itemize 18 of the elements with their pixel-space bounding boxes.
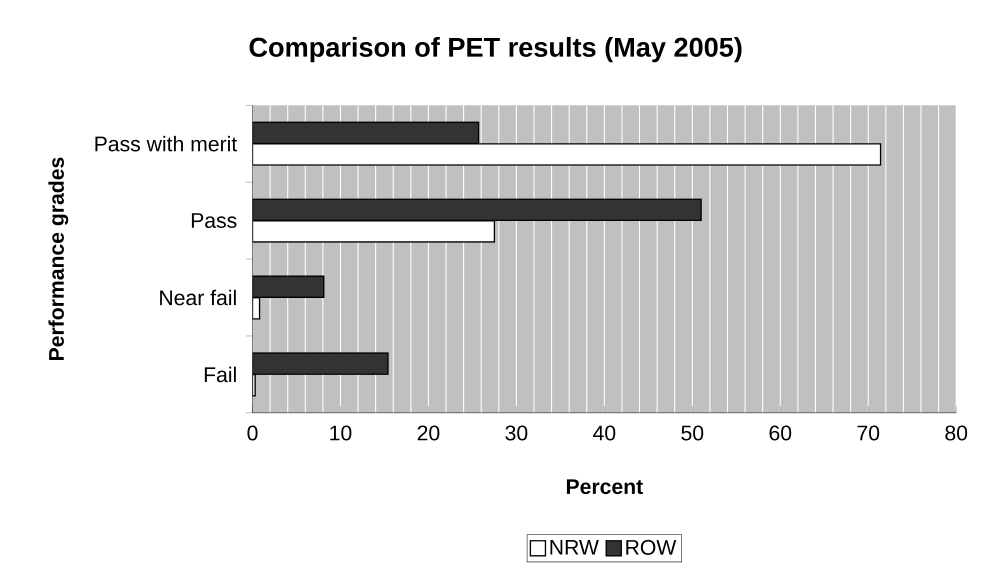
x-tick-label: 30: [505, 426, 528, 441]
x-tick-label: 60: [770, 426, 792, 441]
x-tick-label: 80: [945, 426, 968, 441]
x-tick-label: 20: [418, 426, 440, 441]
y-tick-label: Pass: [192, 213, 236, 228]
y-axis-title: Performance grades: [48, 158, 68, 360]
legend-label: ROW: [626, 540, 676, 556]
x-tick-label: 40: [593, 426, 616, 441]
x-tick-label: 70: [858, 426, 880, 441]
x-axis-title: Percent: [566, 479, 643, 494]
x-tick-label: 50: [681, 426, 704, 441]
x-tick-label: 0: [247, 426, 258, 441]
y-tick-label: Fail: [204, 366, 236, 382]
y-tick-label: Pass with merit: [95, 136, 238, 152]
legend-label: NRW: [550, 540, 599, 555]
chart-title: Comparison of PET results (May 2005): [250, 37, 742, 62]
y-tick-label: Near fail: [160, 290, 236, 306]
x-tick-label: 10: [330, 426, 352, 441]
